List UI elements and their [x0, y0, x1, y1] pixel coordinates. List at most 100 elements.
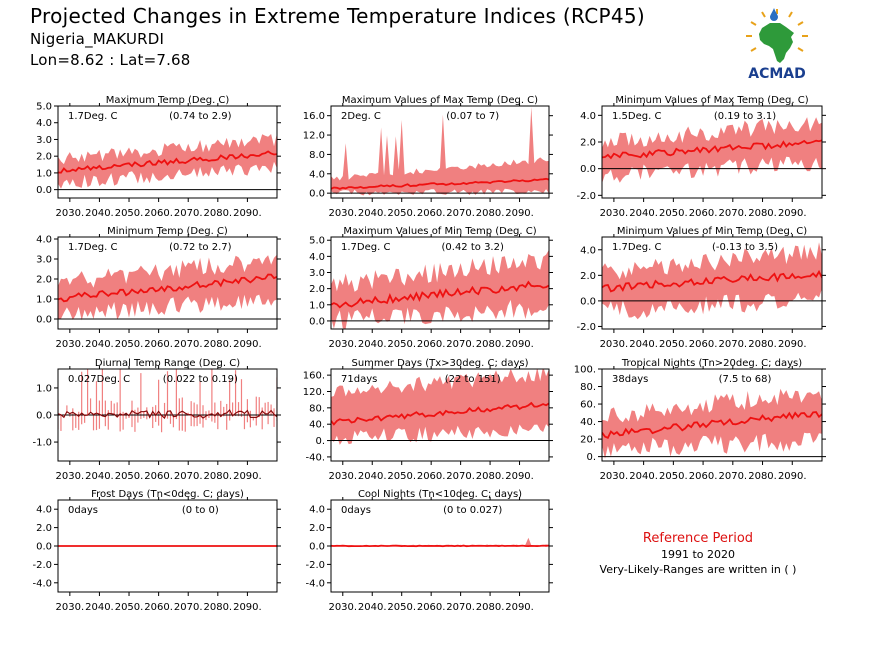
chart-plot-area: [331, 369, 549, 445]
x-tick-label: 2090.: [233, 208, 262, 219]
x-tick-label: 2030.: [328, 602, 357, 613]
y-tick-label: 0.0: [309, 542, 325, 553]
chart-plot-area: [58, 369, 277, 433]
x-tick-label: 2030.: [328, 339, 357, 350]
chart-plot-area: [331, 249, 549, 329]
x-tick-label: 2090.: [778, 471, 807, 482]
y-tick-label: 0.0: [580, 296, 596, 307]
x-tick-label: 2050.: [387, 602, 416, 613]
x-tick-label: 2050.: [387, 208, 416, 219]
x-tick-label: 2040.: [85, 208, 114, 219]
y-tick-label: 0.0: [36, 542, 52, 553]
x-tick-label: 2070.: [718, 339, 747, 350]
y-tick-label: 4.0: [309, 252, 325, 263]
x-tick-label: 2070.: [718, 208, 747, 219]
x-tick-label: 2040.: [358, 208, 387, 219]
mean-line: [602, 139, 822, 160]
chart-frame: [601, 105, 823, 199]
y-tick-label: 4.0: [309, 505, 325, 516]
very-likely-range-label: (7.5 to 68): [719, 374, 772, 385]
location-name: Nigeria_MAKURDI: [30, 30, 165, 48]
x-tick-label: 2050.: [115, 471, 144, 482]
y-tick-label: 0.: [586, 452, 596, 463]
y-tick-label: 0.0: [36, 185, 52, 196]
mean-change-label: 38days: [612, 374, 648, 385]
chart-plot-area: [602, 117, 822, 184]
chart-title: Minimum Temp (Deg. C): [107, 226, 228, 237]
x-tick-label: 2060.: [417, 471, 446, 482]
mean-line: [331, 280, 549, 309]
mean-line: [331, 401, 549, 426]
y-tick-label: 20.: [580, 435, 596, 446]
x-tick-label: 2080.: [203, 471, 232, 482]
chart-title: Summer Days (Tx>30deg. C; days): [351, 358, 528, 369]
x-tick-label: 2030.: [328, 208, 357, 219]
y-tick-label: 16.0: [303, 111, 325, 122]
mean-line: [602, 269, 822, 293]
x-tick-label: 2080.: [476, 208, 505, 219]
x-tick-label: 2050.: [659, 339, 688, 350]
x-tick-label: 2090.: [233, 602, 262, 613]
chart-cn: Cool Nights (Tn<10deg. C; days) 0days (0 t…: [305, 489, 553, 613]
chart-title: Tropical Nights (Tn>20deg. C; days): [621, 358, 802, 369]
x-tick-label: 2060.: [144, 208, 173, 219]
y-tick-label: 1.0: [36, 295, 52, 306]
x-tick-label: 2040.: [358, 471, 387, 482]
range-band: [331, 106, 549, 196]
x-tick-label: 2080.: [203, 339, 232, 350]
y-tick-label: 5.0: [309, 236, 325, 247]
acmad-logo-text: ACMAD: [748, 66, 806, 82]
x-tick-label: 2060.: [144, 602, 173, 613]
y-tick-label: 0.0: [36, 315, 52, 326]
x-tick-label: 2060.: [144, 339, 173, 350]
range-band: [602, 242, 822, 320]
very-likely-range-label: (0.022 to 0.19): [163, 374, 238, 385]
chart-dtr: Diurnal Temp Range (Deg. C) 0.027Deg. C (0…: [32, 358, 281, 482]
y-tick-label: 4.0: [580, 245, 596, 256]
x-tick-label: 2050.: [387, 471, 416, 482]
mean-line: [58, 150, 277, 174]
page-title: Projected Changes in Extreme Temperature…: [30, 4, 646, 28]
x-tick-label: 2070.: [718, 471, 747, 482]
very-likely-range-label: (0.07 to 7): [446, 111, 499, 122]
y-tick-label: 2.0: [36, 523, 52, 534]
x-tick-label: 2040.: [629, 208, 658, 219]
very-likely-range-label: (0.74 to 2.9): [169, 111, 231, 122]
reference-note: Very-Likely-Ranges are written in ( ): [599, 563, 797, 576]
y-tick-label: 120.: [303, 387, 325, 398]
mean-change-label: 71days: [341, 374, 377, 385]
chart-frame: [330, 105, 550, 199]
chart-title: Minimum Values of Max Temp (Deg. C): [615, 95, 808, 106]
chart-max-tmin: Maximum Values of Min Temp (Deg. C) 1.7De…: [309, 226, 553, 350]
y-tick-label: 60.: [580, 400, 596, 411]
x-tick-label: 2070.: [446, 208, 475, 219]
y-tick-label: 2.0: [309, 284, 325, 295]
y-tick-label: 3.0: [309, 268, 325, 279]
x-tick-label: 2060.: [689, 339, 718, 350]
x-tick-label: 2070.: [446, 339, 475, 350]
x-tick-label: 2030.: [328, 471, 357, 482]
chart-frame: [57, 105, 278, 199]
mean-change-label: 0.027Deg. C: [68, 374, 130, 385]
x-tick-label: 2090.: [505, 208, 534, 219]
x-tick-label: 2040.: [629, 339, 658, 350]
y-tick-label: -2.0: [576, 191, 596, 202]
y-tick-label: -2.0: [32, 560, 52, 571]
chart-frame: [330, 236, 550, 330]
mean-line: [331, 177, 549, 190]
chart-min-tmin: Minimum Values of Min Temp (Deg. C) 1.7De…: [576, 226, 826, 350]
chart-fd: Frost Days (Tn<0deg. C; days) 0days (0 to …: [32, 489, 281, 613]
chart-frame: [601, 236, 823, 330]
chart-frame: [57, 236, 278, 330]
y-tick-label: 2.0: [580, 138, 596, 149]
mean-line: [58, 273, 277, 303]
x-tick-label: 2030.: [600, 339, 629, 350]
y-tick-label: 4.0: [36, 235, 52, 246]
x-tick-label: 2050.: [115, 208, 144, 219]
chart-su: Summer Days (Tx>30deg. C; days) 71days (22…: [303, 358, 553, 482]
chart-max-tmax: Maximum Values of Max Temp (Deg. C) 2Deg.…: [303, 95, 553, 219]
chart-plot-area: [602, 242, 822, 320]
very-likely-range-label: (22 to 151): [445, 374, 501, 385]
very-likely-range-label: (-0.13 to 3.5): [712, 242, 778, 253]
x-tick-label: 2070.: [174, 602, 203, 613]
